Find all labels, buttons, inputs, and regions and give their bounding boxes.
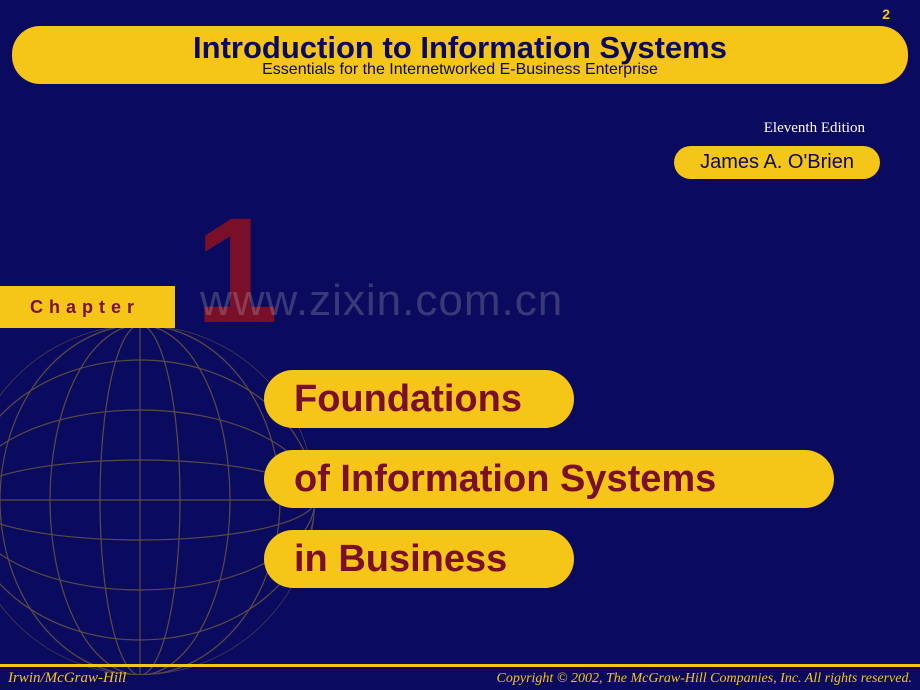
content-text-1: Foundations [294, 378, 522, 421]
content-line-2: of Information Systems [264, 450, 834, 508]
footer-left: Irwin/McGraw-Hill [8, 670, 126, 687]
content-line-1: Foundations [264, 370, 574, 428]
chapter-label-block: Chapter [0, 286, 175, 328]
author-pill: James A. O'Brien [674, 146, 880, 179]
edition-label: Eleventh Edition [764, 120, 865, 137]
footer-separator [0, 664, 920, 667]
content-text-3: in Business [294, 538, 507, 581]
content-text-2: of Information Systems [294, 458, 716, 501]
footer-right: Copyright © 2002, The McGraw-Hill Compan… [497, 671, 912, 687]
chapter-label: Chapter [30, 297, 140, 318]
title-bar: Introduction to Information Systems Esse… [12, 26, 908, 84]
chapter-number: 1 [195, 195, 278, 345]
main-title: Introduction to Information Systems [193, 32, 727, 63]
slide-container: 2 Introduction to Information Systems Es… [0, 0, 920, 690]
page-number: 2 [882, 6, 890, 22]
content-line-3: in Business [264, 530, 574, 588]
subtitle: Essentials for the Internetworked E-Busi… [262, 62, 658, 78]
